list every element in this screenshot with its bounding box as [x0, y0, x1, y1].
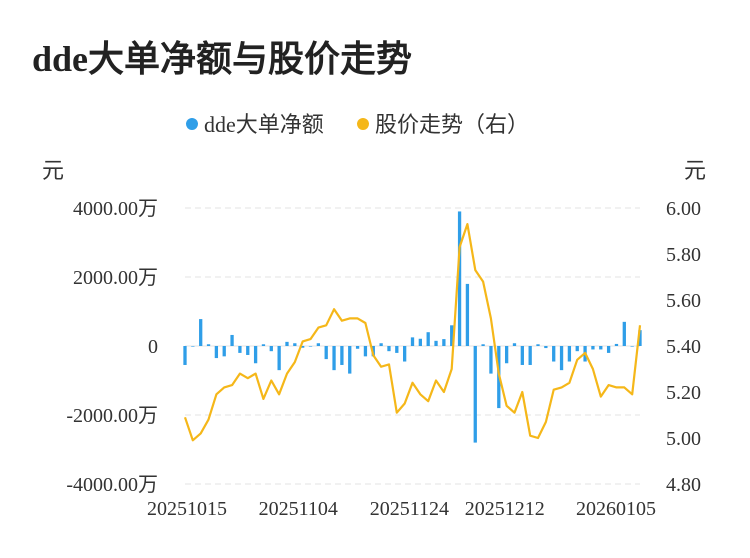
bar[interactable]: [520, 346, 524, 365]
right-tick-label: 5.40: [666, 336, 701, 358]
bar[interactable]: [199, 319, 203, 346]
bar[interactable]: [567, 346, 572, 362]
bar[interactable]: [403, 346, 407, 362]
bar[interactable]: [285, 341, 289, 346]
bar[interactable]: [599, 346, 603, 350]
legend-label-dde[interactable]: dde大单净额: [204, 112, 324, 137]
right-tick-label: 5.80: [666, 244, 701, 266]
right-axis-unit: 元: [684, 158, 706, 183]
bar[interactable]: [277, 346, 281, 371]
bar[interactable]: [238, 346, 242, 353]
bar[interactable]: [614, 343, 619, 346]
bar[interactable]: [230, 334, 234, 346]
bar[interactable]: [528, 346, 532, 365]
bar[interactable]: [622, 321, 626, 346]
bar[interactable]: [512, 343, 517, 346]
bar[interactable]: [504, 346, 509, 364]
bar[interactable]: [481, 344, 485, 346]
price-line[interactable]: [183, 223, 642, 442]
bar[interactable]: [191, 346, 195, 347]
bar[interactable]: [308, 346, 313, 347]
bar[interactable]: [293, 343, 297, 346]
bar[interactable]: [638, 330, 642, 346]
right-tick-label: 5.00: [666, 428, 701, 450]
bar[interactable]: [348, 346, 352, 374]
bar[interactable]: [426, 332, 430, 346]
bar[interactable]: [183, 346, 187, 365]
bar[interactable]: [214, 346, 219, 359]
right-tick-label: 4.80: [666, 474, 701, 496]
bar[interactable]: [434, 340, 438, 346]
bar[interactable]: [410, 337, 415, 346]
bar[interactable]: [206, 344, 211, 346]
bar[interactable]: [324, 346, 328, 360]
bar[interactable]: [606, 346, 611, 353]
x-tick-label: 20251212: [465, 498, 545, 520]
right-tick-label: 5.20: [666, 382, 701, 404]
left-tick-label: -4000.00万: [66, 474, 158, 496]
bar[interactable]: [387, 346, 391, 352]
bar[interactable]: [630, 346, 634, 347]
bar[interactable]: [473, 346, 477, 443]
left-tick-label: -2000.00万: [66, 405, 158, 427]
bar[interactable]: [395, 346, 399, 353]
bar[interactable]: [316, 343, 321, 346]
bar[interactable]: [450, 325, 454, 346]
bar[interactable]: [489, 346, 493, 374]
bar[interactable]: [363, 346, 368, 357]
left-tick-label: 2000.00万: [73, 267, 158, 289]
left-tick-label: 0: [148, 336, 158, 358]
bar[interactable]: [559, 346, 564, 371]
bar[interactable]: [591, 346, 595, 350]
x-tick-label: 20251124: [370, 498, 449, 520]
chart-title: dde大单净额与股价走势: [32, 39, 413, 79]
x-tick-label: 20251104: [259, 498, 338, 520]
bar[interactable]: [379, 343, 383, 346]
bar[interactable]: [418, 338, 422, 346]
bar[interactable]: [269, 346, 273, 352]
bar[interactable]: [261, 344, 266, 346]
bar[interactable]: [465, 283, 470, 346]
right-tick-label: 5.60: [666, 290, 701, 312]
bar[interactable]: [301, 346, 305, 348]
bar[interactable]: [332, 346, 336, 371]
legend-dot-price: [357, 118, 369, 130]
left-tick-label: 4000.00万: [73, 198, 158, 220]
bar[interactable]: [340, 346, 344, 365]
bar[interactable]: [222, 346, 226, 357]
legend-label-price[interactable]: 股价走势（右）: [375, 112, 529, 137]
left-axis-unit: 元: [42, 158, 64, 183]
legend: dde大单净额 股价走势（右）: [186, 112, 529, 137]
x-tick-label: 20260105: [576, 498, 656, 520]
bar[interactable]: [355, 346, 360, 349]
right-tick-label: 6.00: [666, 198, 701, 220]
bar[interactable]: [246, 346, 250, 355]
bar[interactable]: [253, 346, 258, 364]
bar[interactable]: [575, 346, 579, 352]
bar[interactable]: [442, 339, 446, 346]
bar[interactable]: [457, 211, 462, 346]
bar[interactable]: [552, 346, 556, 362]
x-tick-label: 20251015: [147, 498, 227, 520]
bar[interactable]: [536, 344, 540, 346]
legend-dot-dde: [186, 118, 198, 130]
bar[interactable]: [544, 346, 548, 349]
